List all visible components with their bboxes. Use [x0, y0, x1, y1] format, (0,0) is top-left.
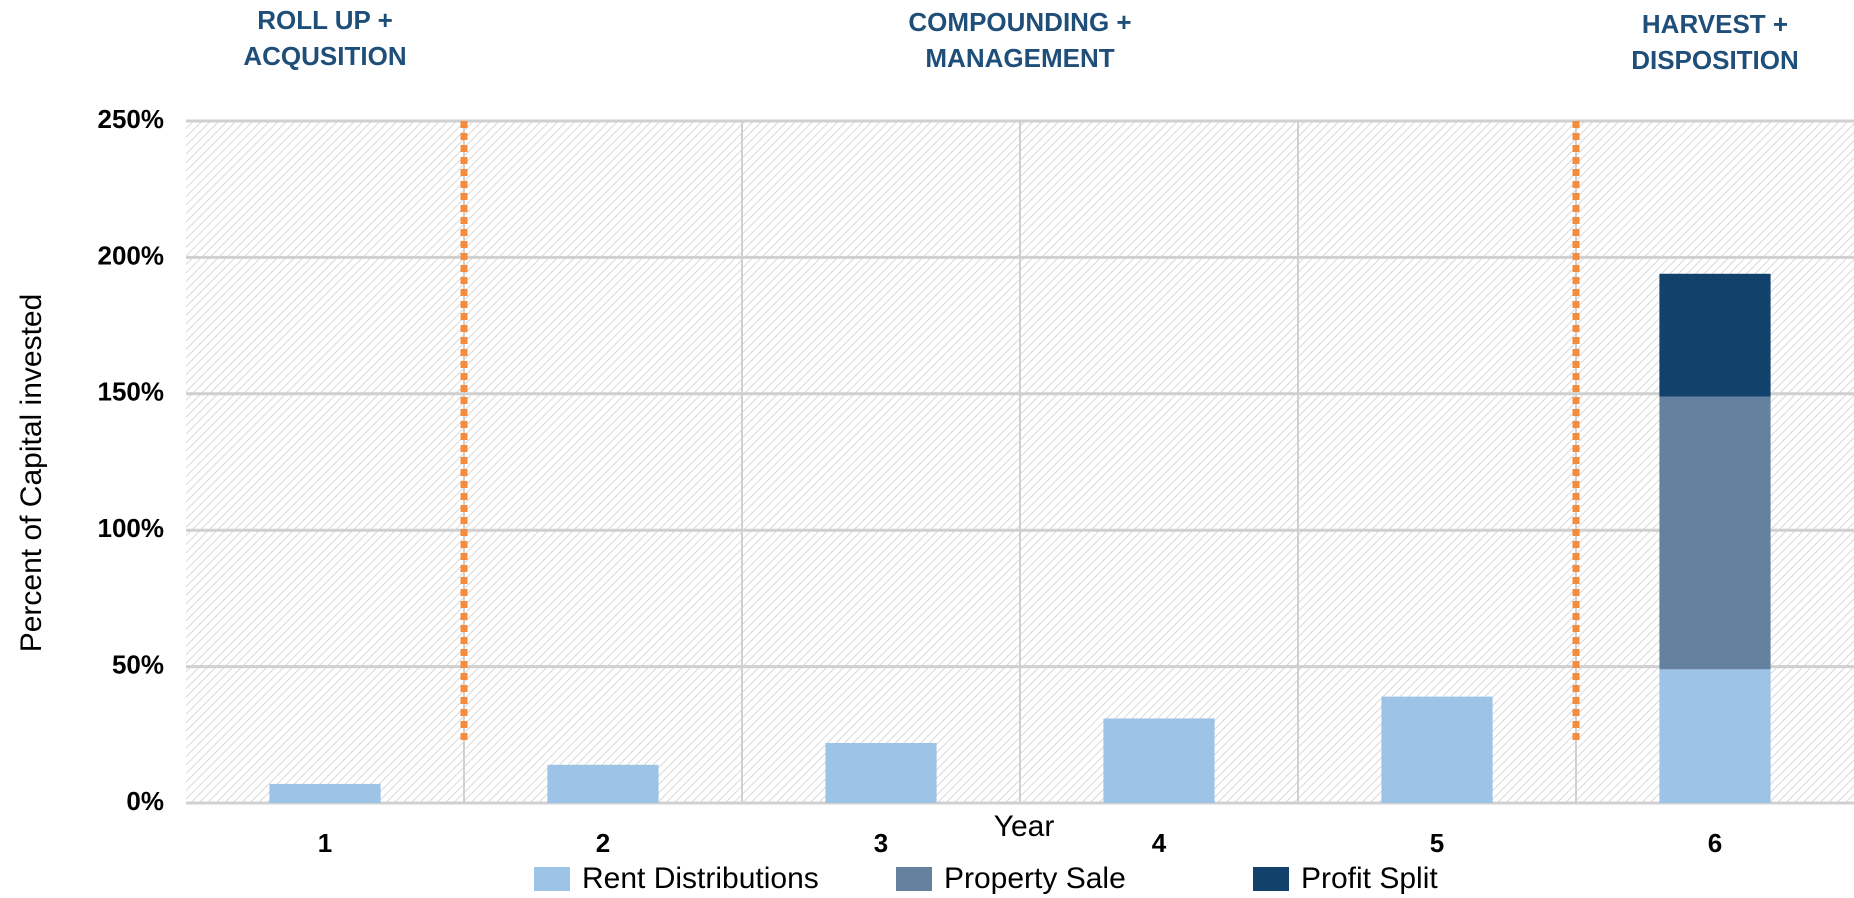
y-tick-label: 250%	[98, 104, 165, 134]
legend-swatch	[1253, 867, 1289, 891]
legend-label: Profit Split	[1301, 862, 1438, 895]
bar-segment	[1103, 718, 1215, 803]
x-tick-label: 4	[1152, 828, 1167, 858]
x-tick-label: 5	[1430, 828, 1444, 858]
x-axis-label: Year	[994, 810, 1055, 843]
x-tick-label: 3	[874, 828, 888, 858]
phase-label: DISPOSITION	[1631, 45, 1799, 75]
bar-segment	[547, 764, 659, 803]
x-tick-label: 2	[596, 828, 610, 858]
bar-segment	[1659, 396, 1771, 670]
x-tick-label: 6	[1708, 828, 1722, 858]
bar-segment	[1381, 696, 1493, 803]
legend-swatch	[534, 867, 570, 891]
phase-label: MANAGEMENT	[925, 43, 1114, 73]
phase-label: ACQUSITION	[243, 41, 406, 71]
x-tick-label: 1	[318, 828, 332, 858]
y-tick-label: 200%	[98, 240, 165, 270]
bar-segment	[1659, 273, 1771, 397]
bar-segment	[825, 742, 937, 803]
bar-segment	[269, 783, 381, 803]
legend-swatch	[896, 867, 932, 891]
phase-label: ROLL UP +	[257, 5, 393, 35]
y-tick-label: 0%	[126, 786, 164, 816]
y-tick-label: 50%	[112, 649, 164, 679]
y-tick-label: 150%	[98, 377, 165, 407]
legend-label: Rent Distributions	[582, 862, 819, 895]
y-axis-label: Percent of Capital invested	[15, 294, 48, 653]
phase-label: COMPOUNDING +	[908, 7, 1131, 37]
y-tick-label: 100%	[98, 513, 165, 543]
legend-label: Property Sale	[944, 862, 1126, 895]
phase-label: HARVEST +	[1642, 9, 1788, 39]
bar-segment	[1659, 669, 1771, 803]
